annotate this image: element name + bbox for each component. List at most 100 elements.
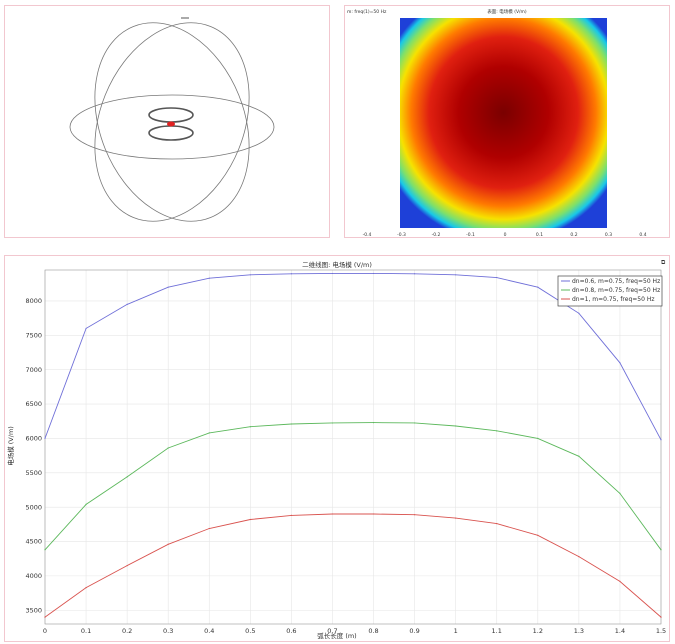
series-3-point bbox=[290, 514, 292, 516]
series-1-point bbox=[496, 276, 498, 279]
coil-top bbox=[148, 107, 194, 123]
export-icon[interactable]: ⧉ bbox=[661, 259, 666, 266]
x-tick-label: 0.3 bbox=[163, 627, 173, 635]
y-tick-label: 5500 bbox=[25, 469, 42, 477]
series-3-point bbox=[372, 513, 375, 515]
series-3-point bbox=[496, 523, 498, 525]
heatmap-x-tick-label: 0 bbox=[504, 232, 507, 237]
series-2-point bbox=[414, 422, 416, 424]
series-2-point bbox=[660, 549, 662, 551]
coil-bottom bbox=[148, 125, 194, 141]
series-2-point bbox=[455, 425, 457, 427]
heatmap-x-axis: -0.4 -0.3 -0.2 -0.1 0 0.1 0.2 0.3 0.4 bbox=[363, 232, 647, 237]
heatmap-x-tick-label: -0.4 bbox=[363, 232, 372, 237]
series-3-point bbox=[619, 580, 621, 582]
series-3-point bbox=[455, 517, 457, 519]
series-3-point bbox=[44, 616, 46, 618]
grid bbox=[44, 270, 662, 624]
heatmap-x-tick-label: 0.2 bbox=[570, 232, 577, 237]
series-1-point bbox=[619, 362, 621, 364]
x-tick-label: 0.4 bbox=[204, 627, 214, 635]
y-tick-label: 7500 bbox=[25, 332, 42, 340]
legend: dn=0.6, m=0.75, freq=50 Hz dn=0.8, m=0.75… bbox=[557, 275, 663, 307]
series-3-point bbox=[249, 518, 251, 521]
heatmap-x-tick-label: -0.1 bbox=[466, 232, 475, 237]
heatmap-x-tick-label: 0.1 bbox=[536, 232, 543, 237]
series-2-point bbox=[496, 430, 498, 432]
series-lines bbox=[44, 272, 662, 618]
x-tick-label: 1.1 bbox=[492, 627, 502, 635]
x-tick-label: 0.1 bbox=[81, 627, 91, 635]
series-3-point bbox=[85, 586, 87, 589]
series-2-point bbox=[249, 426, 251, 428]
legend-entry: dn=0.8, m=0.75, freq=50 Hz bbox=[572, 287, 660, 294]
series-line-2 bbox=[44, 422, 662, 551]
y-tick-label: 5000 bbox=[25, 503, 42, 511]
series-3-point bbox=[537, 534, 539, 536]
heatmap-x-tick-label: 0.3 bbox=[605, 232, 612, 237]
series-1-point bbox=[372, 272, 375, 275]
x-tick-label: 0.7 bbox=[327, 627, 337, 635]
x-tick-label: 1.2 bbox=[533, 627, 543, 635]
series-line-3 bbox=[44, 513, 662, 618]
horizontal-ring bbox=[69, 94, 275, 160]
line-chart-panel: 二维线图: 电场模 (V/m) ⧉ 0 0.1 0.2 0.3 0.4 0.5 0.6 0.7… bbox=[4, 255, 670, 642]
series-1-point bbox=[208, 277, 210, 279]
geometry-drawing bbox=[69, 17, 275, 222]
line-chart: 二维线图: 电场模 (V/m) ⧉ 0 0.1 0.2 0.3 0.4 0.5 0.6 0.7… bbox=[6, 259, 666, 640]
x-tick-label: 1.3 bbox=[574, 627, 584, 635]
x-tick-label: 0.2 bbox=[122, 627, 132, 635]
heatmap-surface bbox=[400, 18, 607, 228]
axes: 0 0.1 0.2 0.3 0.4 0.5 0.6 0.7 0.8 0.9 1 1.1 1.2 1.3 1.… bbox=[25, 269, 666, 635]
series-1-point bbox=[44, 437, 46, 440]
legend-entry: dn=0.6, m=0.75, freq=50 Hz bbox=[572, 278, 660, 285]
x-tick-label: 0.9 bbox=[409, 627, 419, 635]
y-tick-label: 3500 bbox=[25, 606, 42, 614]
chart-title: 二维线图: 电场模 (V/m) bbox=[302, 260, 372, 269]
series-1-point bbox=[537, 286, 539, 288]
series-1-point bbox=[660, 439, 662, 441]
y-tick-label: 4000 bbox=[25, 572, 42, 580]
series-3-point bbox=[331, 513, 334, 515]
heatmap-svg: m: freq(1)=50 Hz 表面: 电场模 (V/m) -0.4 -0.3-… bbox=[347, 8, 647, 237]
series-1-point bbox=[167, 286, 169, 288]
series-2-point bbox=[372, 421, 375, 424]
heatmap-x-tick-label: -0.2 bbox=[432, 232, 441, 237]
series-3-point bbox=[208, 527, 210, 530]
series-1-point bbox=[126, 303, 128, 305]
x-axis-label: 弧长长度 (m) bbox=[317, 631, 356, 640]
series-2-point bbox=[167, 447, 169, 449]
x-tick-label: 0 bbox=[43, 627, 47, 635]
x-tick-label: 0.5 bbox=[245, 627, 255, 635]
y-tick-label: 6000 bbox=[25, 435, 42, 443]
x-tick-label: 0.6 bbox=[286, 627, 296, 635]
series-3-point bbox=[660, 616, 662, 618]
series-1-point bbox=[290, 273, 292, 275]
heatmap-header-left: m: freq(1)=50 Hz bbox=[347, 9, 387, 15]
y-tick-label: 8000 bbox=[25, 297, 42, 305]
y-tick-label: 4500 bbox=[25, 538, 42, 546]
series-1-point bbox=[249, 274, 251, 276]
series-3-point bbox=[578, 556, 580, 558]
x-tick-label: 1 bbox=[454, 627, 458, 635]
y-tick-label: 7000 bbox=[25, 366, 42, 374]
vertical-ring-1 bbox=[94, 22, 250, 222]
series-2-point bbox=[537, 437, 539, 440]
series-2-point bbox=[85, 503, 87, 505]
series-2-point bbox=[44, 549, 46, 551]
series-3-point bbox=[167, 543, 169, 545]
geometry-view-panel bbox=[4, 5, 330, 238]
heatmap-x-tick-label: -0.3 bbox=[397, 232, 406, 237]
x-tick-label: 0.8 bbox=[368, 627, 378, 635]
heatmap-x-tick-label: 0.4 bbox=[639, 232, 646, 237]
series-3-point bbox=[414, 514, 416, 516]
series-2-point bbox=[619, 492, 621, 494]
series-2-point bbox=[331, 422, 334, 424]
x-tick-label: 1.4 bbox=[615, 627, 625, 635]
heatmap-panel: m: freq(1)=50 Hz 表面: 电场模 (V/m) -0.4 -0.3-… bbox=[344, 5, 670, 238]
series-2-point bbox=[208, 432, 210, 434]
y-tick-label: 6500 bbox=[25, 400, 42, 408]
series-3-point bbox=[126, 564, 128, 567]
series-2-point bbox=[290, 423, 292, 425]
series-1-point bbox=[578, 312, 580, 314]
